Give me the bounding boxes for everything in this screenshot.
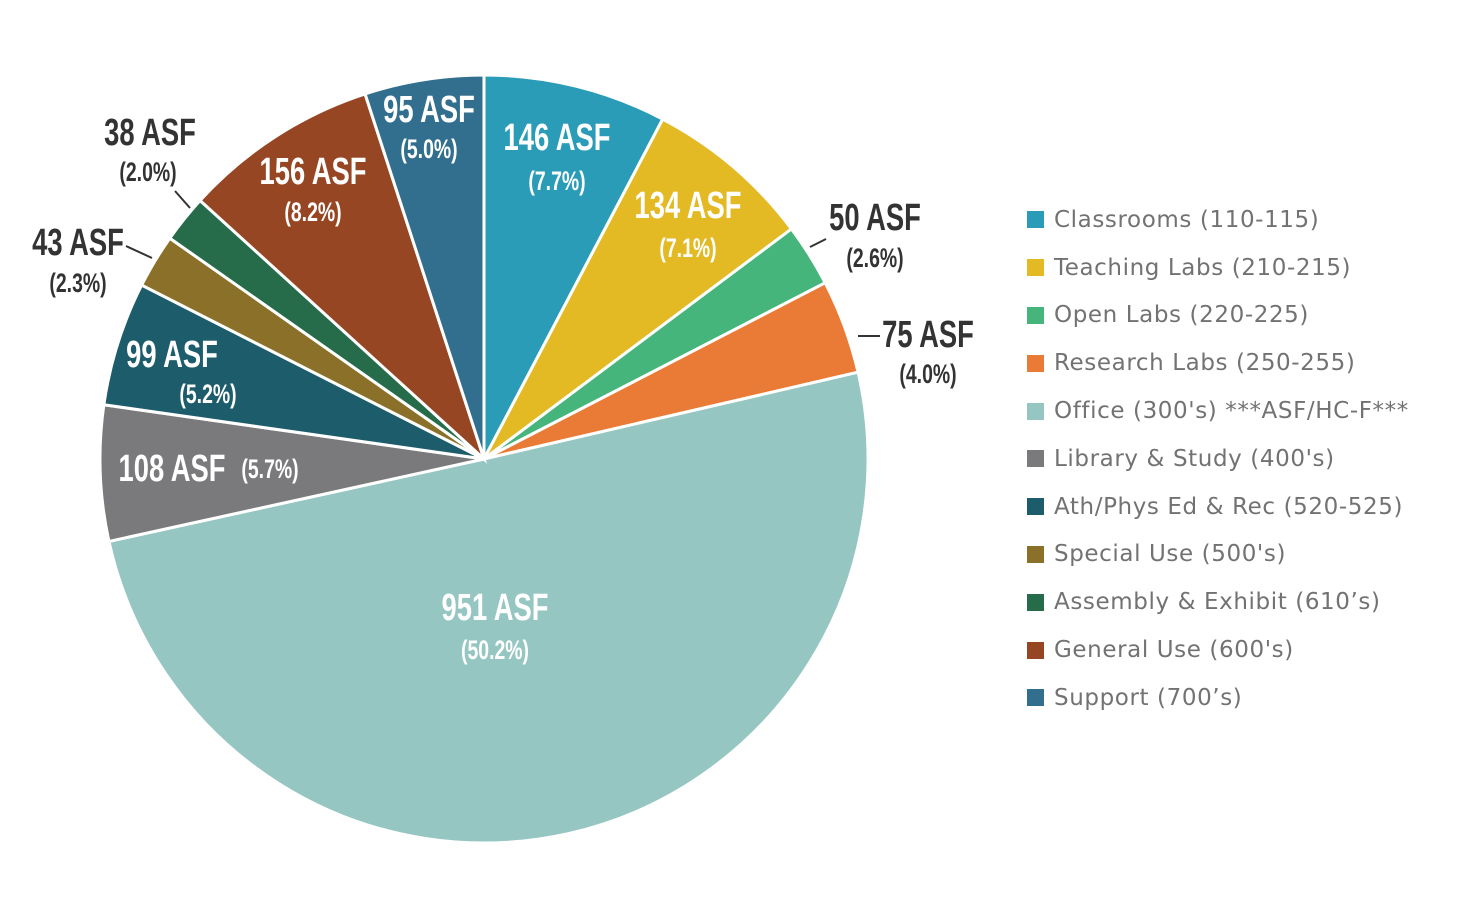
leader-line — [125, 245, 153, 259]
legend-swatch — [1027, 498, 1044, 516]
slice-value-label: 75 ASF — [882, 314, 974, 356]
legend-label: Library & Study (400's) — [1054, 445, 1335, 472]
slice-value-label: 156 ASF — [260, 151, 367, 193]
legend-label: Teaching Labs (210-215) — [1054, 254, 1352, 281]
legend-swatch — [1027, 354, 1044, 372]
legend-item: Open Labs (220-225) — [1027, 292, 1409, 340]
legend-swatch — [1027, 545, 1044, 563]
slice-percent-label: (2.6%) — [846, 243, 903, 273]
leader-line — [809, 238, 827, 248]
legend-label: General Use (600's) — [1054, 637, 1294, 664]
slice-percent-label: (50.2%) — [461, 635, 529, 665]
legend-swatch — [1027, 450, 1044, 468]
slice-percent-label: (4.0%) — [899, 359, 956, 389]
legend-swatch — [1027, 402, 1044, 420]
legend-item: Ath/Phys Ed & Rec (520-525) — [1027, 483, 1409, 531]
legend: Classrooms (110-115) Teaching Labs (210-2… — [1027, 196, 1409, 722]
slice-value-label: 134 ASF — [635, 185, 742, 227]
slice-percent-label: (5.7%) — [241, 454, 298, 484]
slice-value-label: 50 ASF — [829, 197, 921, 239]
legend-label: Classrooms (110-115) — [1054, 206, 1320, 233]
legend-label: Assembly & Exhibit (610’s) — [1054, 589, 1381, 616]
slice-value-label: 95 ASF — [383, 89, 475, 131]
legend-item: Office (300's) ***ASF/HC-F*** — [1027, 387, 1409, 435]
slice-percent-label: (2.0%) — [119, 157, 176, 187]
slice-value-label: 43 ASF — [32, 222, 124, 264]
legend-label: Office (300's) ***ASF/HC-F*** — [1054, 398, 1409, 425]
legend-item: General Use (600's) — [1027, 626, 1409, 674]
legend-item: Support (700’s) — [1027, 674, 1409, 722]
legend-item: Classrooms (110-115) — [1027, 196, 1409, 244]
legend-item: Teaching Labs (210-215) — [1027, 244, 1409, 292]
leader-line — [174, 190, 191, 209]
slice-percent-label: (5.2%) — [179, 379, 236, 409]
legend-item: Research Labs (250-255) — [1027, 339, 1409, 387]
legend-swatch — [1027, 259, 1044, 277]
legend-swatch — [1027, 641, 1044, 659]
pie-slice — [482, 117, 794, 461]
slice-value-label: 99 ASF — [126, 334, 218, 376]
slice-value-label: 951 ASF — [442, 587, 549, 629]
slice-value-label: 108 ASF — [119, 448, 226, 490]
legend-label: Research Labs (250-255) — [1054, 350, 1356, 377]
pie-slice — [107, 370, 870, 845]
pie-slice — [482, 73, 665, 460]
slice-percent-label: (2.3%) — [49, 268, 106, 298]
legend-item: Special Use (500's) — [1027, 531, 1409, 579]
slice-percent-label: (7.7%) — [528, 166, 585, 196]
slice-percent-label: (7.1%) — [659, 233, 716, 263]
pie-slice — [197, 92, 488, 464]
legend-label: Ath/Phys Ed & Rec (520-525) — [1054, 493, 1404, 520]
legend-label: Open Labs (220-225) — [1054, 302, 1309, 329]
slice-value-label: 146 ASF — [504, 117, 611, 159]
legend-label: Support (700’s) — [1054, 684, 1243, 711]
legend-item: Library & Study (400's) — [1027, 435, 1409, 483]
legend-swatch — [1027, 593, 1044, 611]
slice-value-label: 38 ASF — [104, 112, 196, 154]
pie-slice — [98, 403, 485, 544]
slice-percent-label: (8.2%) — [284, 197, 341, 227]
slice-percent-label: (5.0%) — [400, 134, 457, 164]
legend-label: Special Use (500's) — [1054, 541, 1287, 568]
pie-slice — [363, 73, 486, 460]
legend-item: Assembly & Exhibit (610’s) — [1027, 578, 1409, 626]
legend-swatch — [1027, 211, 1044, 229]
legend-swatch — [1027, 306, 1044, 324]
legend-swatch — [1027, 689, 1044, 707]
